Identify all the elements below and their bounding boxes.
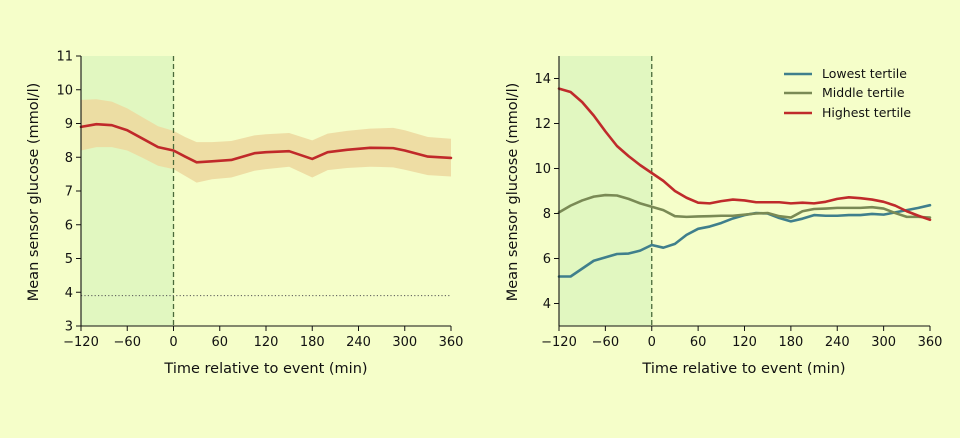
left-y-tick-label: 9 (65, 117, 73, 132)
left-x-tick-label: 120 (254, 335, 279, 350)
right-x-tick-label: 60 (690, 335, 707, 350)
left-y-tick-label: 3 (65, 320, 73, 335)
right-series-line-highest-tertile (557, 87, 932, 222)
left-y-tick-label: 8 (65, 151, 73, 166)
left-y-tick-label: 11 (56, 50, 73, 65)
legend-label-middle-tertile: Middle tertile (822, 85, 905, 100)
right-x-tick-label: 300 (871, 335, 896, 350)
right-y-tick-label: 8 (543, 207, 551, 222)
right-y-axis-label: Mean sensor glucose (mmol/l) (505, 83, 521, 302)
left-x-tick-label: 180 (300, 335, 325, 350)
left-y-tick-label: 10 (56, 83, 73, 98)
left-y-axis-label: Mean sensor glucose (mmol/l) (26, 83, 42, 302)
left-series-line-mean-glucose (79, 122, 453, 164)
right-x-tick-label: 240 (825, 335, 850, 350)
left-chart-panel: −120 −60 0 60 120 180 240 300 360 3 4 5 6 7 8 9 10 11 Tim… (26, 50, 463, 378)
left-x-tick-label: 0 (169, 335, 177, 350)
right-chart-panel: −120 −60 0 60 120 180 240 300 360 4 6 8 10 12 14 Time … (505, 56, 942, 377)
left-y-tick-label: 5 (65, 252, 73, 267)
right-x-tick-label: 0 (648, 335, 656, 350)
right-y-tick-label: 6 (543, 252, 551, 267)
legend-label-lowest-tertile: Lowest tertile (822, 66, 907, 81)
right-y-tick-label: 12 (534, 117, 551, 132)
left-x-tick-label: −120 (63, 335, 99, 350)
left-y-tick-label: 4 (65, 286, 73, 301)
right-x-tick-label: −60 (592, 335, 619, 350)
right-series-line-middle-tertile (557, 193, 932, 219)
left-y-tick-label: 7 (65, 185, 73, 200)
right-pre-event-shading (559, 56, 652, 326)
legend-label-highest-tertile: Highest tertile (822, 105, 911, 120)
right-y-tick-label: 4 (543, 297, 551, 312)
left-x-tick-label: 240 (346, 335, 371, 350)
right-y-tick-label: 10 (534, 162, 551, 177)
right-x-tick-label: 120 (732, 335, 757, 350)
left-pre-event-shading (81, 56, 174, 326)
left-x-tick-label: −60 (114, 335, 141, 350)
left-y-tick-label: 6 (65, 218, 73, 233)
left-x-tick-label: 360 (439, 335, 464, 350)
right-x-tick-label: 180 (778, 335, 803, 350)
right-x-tick-label: 360 (918, 335, 943, 350)
left-x-axis-label: Time relative to event (min) (163, 361, 367, 377)
right-x-axis-label: Time relative to event (min) (641, 361, 845, 377)
right-x-tick-label: −120 (541, 335, 577, 350)
right-y-tick-label: 14 (534, 72, 551, 87)
left-x-tick-label: 300 (392, 335, 417, 350)
left-x-tick-label: 60 (211, 335, 228, 350)
legend: Lowest tertile Middle tertile Highest te… (784, 66, 911, 120)
